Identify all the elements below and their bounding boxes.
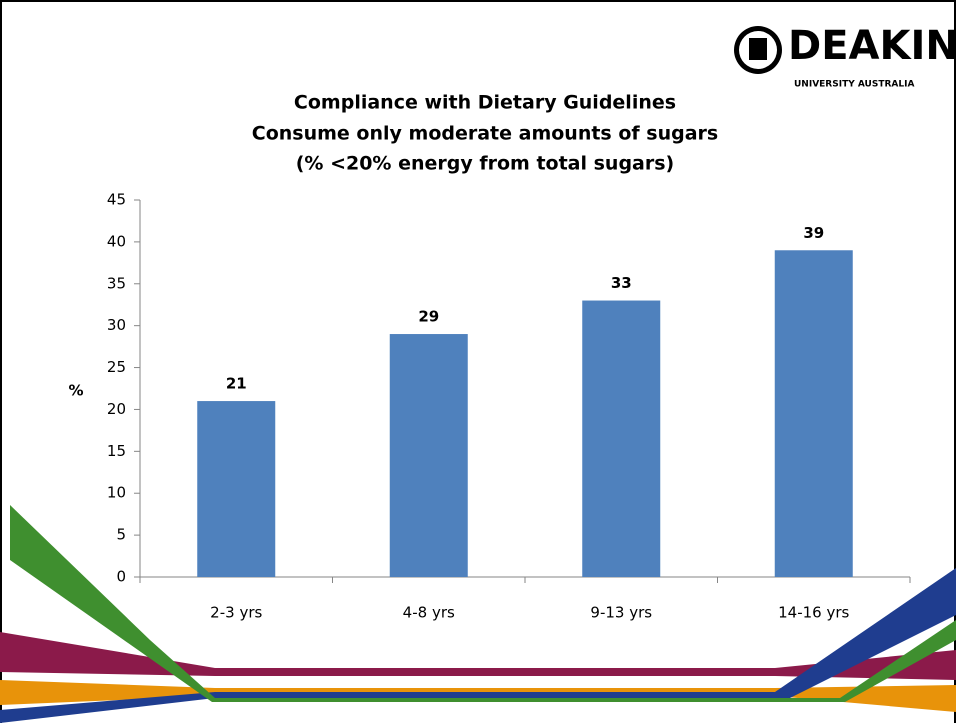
y-tick-label: 35: [107, 274, 126, 292]
y-tick-label: 5: [116, 526, 126, 544]
logo: DEAKIN UNIVERSITY AUSTRALIA: [734, 23, 956, 90]
swoosh-blue: [0, 568, 956, 723]
y-tick-label: 45: [107, 191, 126, 209]
value-label: 21: [226, 375, 247, 393]
y-tick-label: 0: [116, 568, 126, 586]
decoration: [0, 505, 956, 723]
y-tick-label: 20: [107, 400, 126, 418]
logo-name: DEAKIN: [788, 23, 956, 69]
y-tick-label: 30: [107, 316, 126, 334]
logo-tagline: UNIVERSITY AUSTRALIA: [794, 80, 914, 90]
x-tick-label: 2-3 yrs: [210, 604, 262, 622]
chart-title: Compliance with Dietary Guidelines: [294, 92, 676, 114]
x-tick-label: 9-13 yrs: [590, 604, 652, 622]
chart-title: Consume only moderate amounts of sugars: [252, 123, 718, 145]
y-tick-label: 25: [107, 358, 126, 376]
bar: [197, 401, 276, 577]
y-tick-label: 15: [107, 442, 126, 460]
value-label: 29: [418, 308, 439, 326]
swoosh-maroon: [0, 632, 956, 680]
bar: [389, 334, 468, 577]
x-tick-label: 14-16 yrs: [778, 604, 849, 622]
y-tick-label: 10: [107, 484, 126, 502]
bar: [582, 300, 661, 577]
y-axis-label: %: [68, 382, 83, 400]
bar: [774, 250, 853, 577]
value-label: 33: [611, 274, 632, 292]
value-label: 39: [803, 224, 824, 242]
logo-shield: [749, 38, 767, 60]
y-tick-label: 40: [107, 232, 126, 250]
chart-title: (% <20% energy from total sugars): [296, 153, 675, 175]
x-tick-label: 4-8 yrs: [403, 604, 455, 622]
